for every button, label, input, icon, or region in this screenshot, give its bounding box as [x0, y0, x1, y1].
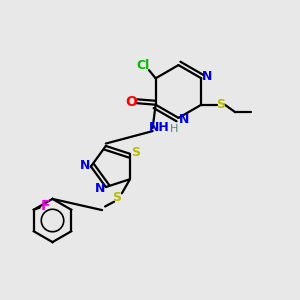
- Text: Cl: Cl: [136, 59, 150, 72]
- Text: N: N: [179, 113, 189, 126]
- Text: NH: NH: [149, 121, 170, 134]
- Text: O: O: [126, 95, 138, 109]
- Text: N: N: [80, 159, 91, 172]
- Text: S: S: [216, 98, 225, 111]
- Text: N: N: [95, 182, 106, 195]
- Text: S: S: [112, 191, 121, 204]
- Text: F: F: [40, 199, 50, 213]
- Text: S: S: [131, 146, 140, 159]
- Text: H: H: [170, 124, 178, 134]
- Text: N: N: [202, 70, 212, 83]
